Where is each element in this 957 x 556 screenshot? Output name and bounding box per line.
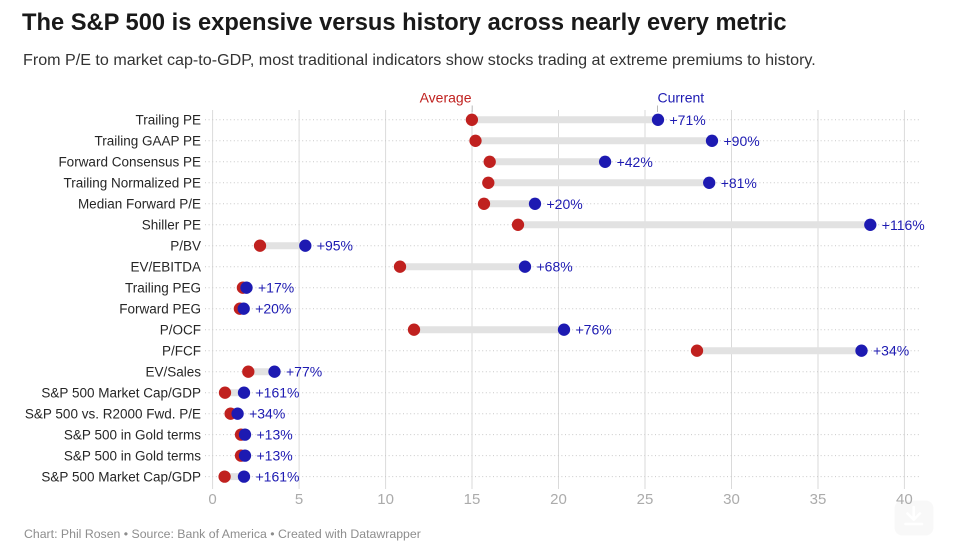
svg-text:+161%: +161% xyxy=(256,469,300,485)
svg-text:+161%: +161% xyxy=(256,385,300,401)
svg-text:+13%: +13% xyxy=(257,448,293,464)
svg-text:EV/EBITDA: EV/EBITDA xyxy=(130,260,201,275)
svg-text:Forward PEG: Forward PEG xyxy=(119,302,201,317)
svg-text:P/FCF: P/FCF xyxy=(162,344,201,359)
svg-text:Trailing Normalized PE: Trailing Normalized PE xyxy=(63,176,201,191)
svg-text:+20%: +20% xyxy=(547,196,583,212)
svg-text:Forward Consensus PE: Forward Consensus PE xyxy=(58,155,201,170)
svg-text:Trailing PEG: Trailing PEG xyxy=(125,281,201,296)
svg-text:P/BV: P/BV xyxy=(170,239,201,254)
svg-text:Median Forward P/E: Median Forward P/E xyxy=(78,197,201,212)
svg-text:+34%: +34% xyxy=(873,343,909,359)
svg-text:+17%: +17% xyxy=(258,280,294,296)
svg-text:+76%: +76% xyxy=(576,322,612,338)
svg-text:Current: Current xyxy=(658,90,705,106)
svg-text:Trailing GAAP PE: Trailing GAAP PE xyxy=(94,134,201,149)
svg-text:35: 35 xyxy=(810,491,827,508)
svg-text:Trailing PE: Trailing PE xyxy=(135,113,201,128)
svg-text:15: 15 xyxy=(464,491,481,508)
svg-text:40: 40 xyxy=(896,491,913,508)
svg-text:+116%: +116% xyxy=(882,217,925,233)
svg-text:+71%: +71% xyxy=(670,112,706,128)
svg-text:Average: Average xyxy=(420,90,472,106)
svg-text:+34%: +34% xyxy=(249,406,285,422)
svg-text:20: 20 xyxy=(550,491,567,508)
svg-text:+68%: +68% xyxy=(537,259,573,275)
svg-text:S&P 500 Market Cap/GDP: S&P 500 Market Cap/GDP xyxy=(41,469,201,484)
svg-text:+42%: +42% xyxy=(617,154,653,170)
svg-text:S&P 500 in Gold terms: S&P 500 in Gold terms xyxy=(64,448,201,463)
svg-text:0: 0 xyxy=(208,491,216,508)
svg-text:25: 25 xyxy=(637,491,654,508)
svg-text:+81%: +81% xyxy=(721,175,757,191)
svg-text:5: 5 xyxy=(295,491,303,508)
svg-text:Shiller PE: Shiller PE xyxy=(142,218,201,233)
svg-text:S&P 500 in Gold terms: S&P 500 in Gold terms xyxy=(64,427,201,442)
svg-text:10: 10 xyxy=(377,491,394,508)
svg-text:P/OCF: P/OCF xyxy=(160,323,201,338)
svg-text:+13%: +13% xyxy=(257,427,293,443)
svg-text:EV/Sales: EV/Sales xyxy=(145,365,201,380)
svg-text:+20%: +20% xyxy=(255,301,291,317)
svg-text:30: 30 xyxy=(723,491,740,508)
svg-text:S&P 500 vs. R2000 Fwd. P/E: S&P 500 vs. R2000 Fwd. P/E xyxy=(25,407,201,422)
svg-text:+90%: +90% xyxy=(724,133,760,149)
svg-text:S&P 500 Market Cap/GDP: S&P 500 Market Cap/GDP xyxy=(41,386,201,401)
svg-text:+95%: +95% xyxy=(317,238,353,254)
svg-text:+77%: +77% xyxy=(286,364,322,380)
